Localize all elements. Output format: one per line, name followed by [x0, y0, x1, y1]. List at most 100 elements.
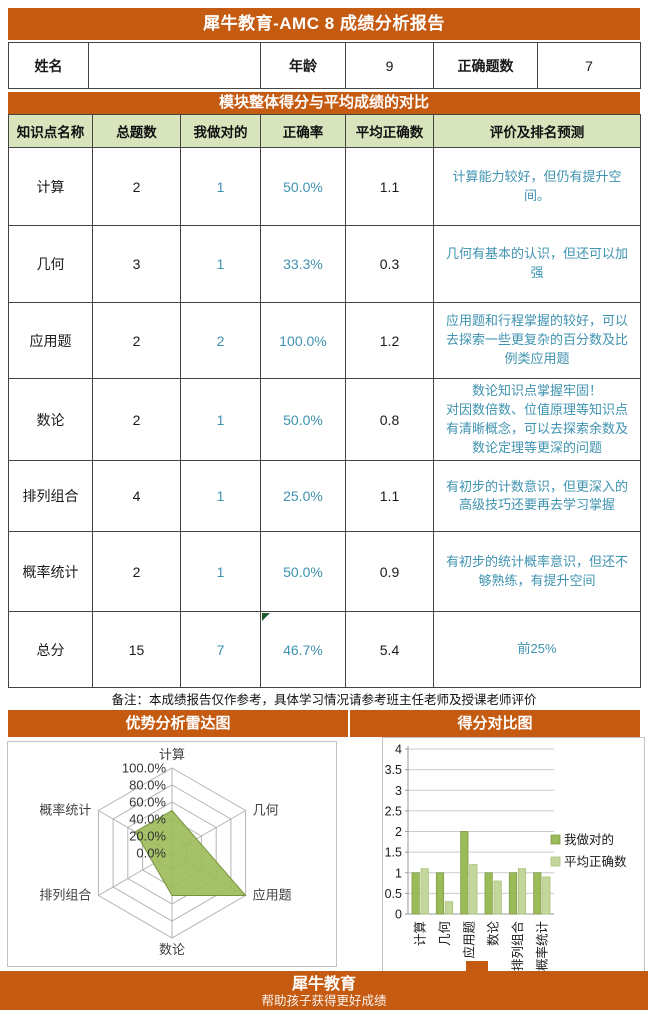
- table-row: 排列组合 4 1 25.0% 1.1 有初步的计数意识，但更深入的高级技巧还要再去学习掌握: [8, 460, 641, 533]
- svg-text:80.0%: 80.0%: [129, 778, 166, 793]
- cell-rate: 46.7%: [260, 611, 346, 689]
- score-table-header-4: 平均正确数: [345, 114, 434, 148]
- cell-name: 应用题: [8, 302, 93, 379]
- cell-rate: 50.0%: [260, 531, 346, 613]
- svg-text:数论: 数论: [486, 921, 501, 947]
- correct-count-label: 正确题数: [433, 42, 538, 89]
- cell-rate: 33.3%: [260, 225, 346, 303]
- cell-correct: 2: [180, 302, 261, 379]
- score-table-header-1: 总题数: [92, 114, 181, 148]
- cell-comment: 几何有基本的认识，但还可以加强: [433, 225, 641, 303]
- table-note: 备注：本成绩报告仅作参考，具体学习情况请参考班主任老师及授课老师评价: [111, 693, 537, 707]
- cell-avg: 1.1: [345, 147, 434, 226]
- svg-text:40.0%: 40.0%: [129, 812, 166, 827]
- cell-total: 2: [92, 377, 181, 462]
- report-title: 犀牛教育-AMC 8 成绩分析报告: [8, 8, 640, 40]
- age-value: 9: [345, 42, 434, 89]
- table-row: 总分 15 7 46.7% 5.4 前25%: [8, 611, 641, 689]
- cell-correct: 1: [180, 377, 261, 462]
- radar-chart-panel: 0.0% 20.0% 40.0% 60.0% 80.0% 100.0% 计算几何应用题数论 排…: [7, 741, 337, 967]
- footer-brand: 犀牛教育: [291, 976, 356, 993]
- cell-rate: 25.0%: [260, 460, 346, 533]
- svg-text:0.0%: 0.0%: [136, 846, 166, 861]
- comment-flag-icon: [262, 613, 270, 622]
- svg-text:1.5: 1.5: [385, 846, 402, 860]
- cell-avg: 1.2: [345, 302, 434, 379]
- bar-chart: 0 0.5 1 1.5 2 2.5 3 3.5 4 计算 几何 应用题 数论 排列组合 概率统计 我做对的平均…: [385, 743, 627, 972]
- svg-text:2: 2: [395, 825, 402, 839]
- svg-text:计算: 计算: [159, 747, 185, 762]
- cell-correct: 1: [180, 225, 261, 303]
- svg-text:几何: 几何: [253, 803, 279, 818]
- svg-text:几何: 几何: [437, 921, 452, 947]
- footer: 犀牛教育 帮助孩子获得更好成绩: [0, 971, 648, 1010]
- cell-correct: 1: [180, 460, 261, 533]
- svg-text:100.0%: 100.0%: [122, 761, 167, 776]
- cell-avg: 0.3: [345, 225, 434, 303]
- cell-total: 15: [92, 611, 181, 689]
- cell-avg: 0.8: [345, 377, 434, 462]
- svg-text:60.0%: 60.0%: [129, 795, 166, 810]
- svg-text:应用题: 应用题: [461, 921, 476, 959]
- cell-comment: 有初步的计数意识，但更深入的高级技巧还要再去学习掌握: [433, 460, 641, 533]
- cell-name: 几何: [8, 225, 93, 303]
- svg-text:3: 3: [395, 784, 402, 798]
- radar-chart-title: 优势分析雷达图: [8, 710, 348, 737]
- svg-text:计算: 计算: [413, 921, 428, 946]
- cell-rate: 100.0%: [260, 302, 346, 379]
- svg-text:应用题: 应用题: [253, 888, 292, 903]
- name-value: [88, 42, 261, 89]
- cell-avg: 1.1: [345, 460, 434, 533]
- score-table-header-5: 评价及排名预测: [433, 114, 641, 148]
- table-row: 计算 2 1 50.0% 1.1 计算能力较好，但仍有提升空间。: [8, 147, 641, 226]
- cell-correct: 1: [180, 531, 261, 613]
- score-table: 知识点名称 总题数 我做对的 正确率 平均正确数 评价及排名预测 计算 2 1 50.0% 1.1…: [8, 114, 641, 689]
- cell-avg: 5.4: [345, 611, 434, 689]
- svg-text:0.5: 0.5: [385, 887, 402, 901]
- cell-comment: 数论知识点掌握牢固！ 对因数倍数、位值原理等知识点有清晰概念，可以去探索余数及数…: [433, 377, 641, 462]
- cell-name: 排列组合: [8, 460, 93, 533]
- cell-total: 3: [92, 225, 181, 303]
- bar-chart-title: 得分对比图: [350, 710, 640, 737]
- table-row: 概率统计 2 1 50.0% 0.9 有初步的统计概率意识，但还不够熟练，有提升空间: [8, 531, 641, 613]
- svg-text:3.5: 3.5: [385, 763, 402, 777]
- table-row: 几何 3 1 33.3% 0.3 几何有基本的认识，但还可以加强: [8, 225, 641, 303]
- footer-slogan: 帮助孩子获得更好成绩: [261, 994, 387, 1008]
- student-info-row: 姓名 年龄 9 正确题数 7: [8, 42, 641, 89]
- cell-comment: 计算能力较好，但仍有提升空间。: [433, 147, 641, 226]
- svg-text:20.0%: 20.0%: [129, 829, 166, 844]
- bar-chart-panel: 0 0.5 1 1.5 2 2.5 3 3.5 4 计算 几何 应用题 数论 排列组合 概率统计 我做对的平均…: [382, 737, 645, 971]
- cell-avg: 0.9: [345, 531, 434, 613]
- cell-total: 2: [92, 302, 181, 379]
- score-table-header-0: 知识点名称: [8, 114, 93, 148]
- cell-name: 数论: [8, 377, 93, 462]
- svg-text:平均正确数: 平均正确数: [564, 854, 627, 869]
- svg-text:概率统计: 概率统计: [39, 803, 91, 818]
- cell-name: 总分: [8, 611, 93, 689]
- score-table-header-2: 我做对的: [180, 114, 261, 148]
- cell-total: 2: [92, 147, 181, 226]
- svg-text:数论: 数论: [159, 942, 185, 957]
- cell-total: 4: [92, 460, 181, 533]
- age-label: 年龄: [260, 42, 346, 89]
- svg-text:0: 0: [395, 908, 402, 922]
- cell-comment: 前25%: [433, 611, 641, 689]
- svg-text:我做对的: 我做对的: [564, 832, 614, 847]
- score-table-header-3: 正确率: [260, 114, 346, 148]
- table-row: 应用题 2 2 100.0% 1.2 应用题和行程掌握的较好，可以去探索一些更复杂的百分数…: [8, 302, 641, 379]
- svg-text:4: 4: [395, 743, 402, 757]
- cell-comment: 有初步的统计概率意识，但还不够熟练，有提升空间: [433, 531, 641, 613]
- cell-comment: 应用题和行程掌握的较好，可以去探索一些更复杂的百分数及比例类应用题: [433, 302, 641, 379]
- table-row: 数论 2 1 50.0% 0.8 数论知识点掌握牢固！ 对因数倍数、位值原理等知识点有清晰…: [8, 377, 641, 462]
- svg-text:排列组合: 排列组合: [39, 888, 91, 903]
- name-label: 姓名: [8, 42, 89, 89]
- svg-text:概率统计: 概率统计: [534, 921, 549, 971]
- svg-text:排列组合: 排列组合: [510, 921, 525, 971]
- correct-count-value: 7: [537, 42, 641, 89]
- cell-correct: 7: [180, 611, 261, 689]
- cell-name: 概率统计: [8, 531, 93, 613]
- svg-text:1: 1: [395, 866, 402, 880]
- svg-text:2.5: 2.5: [385, 804, 402, 818]
- footer-notch: [466, 961, 488, 973]
